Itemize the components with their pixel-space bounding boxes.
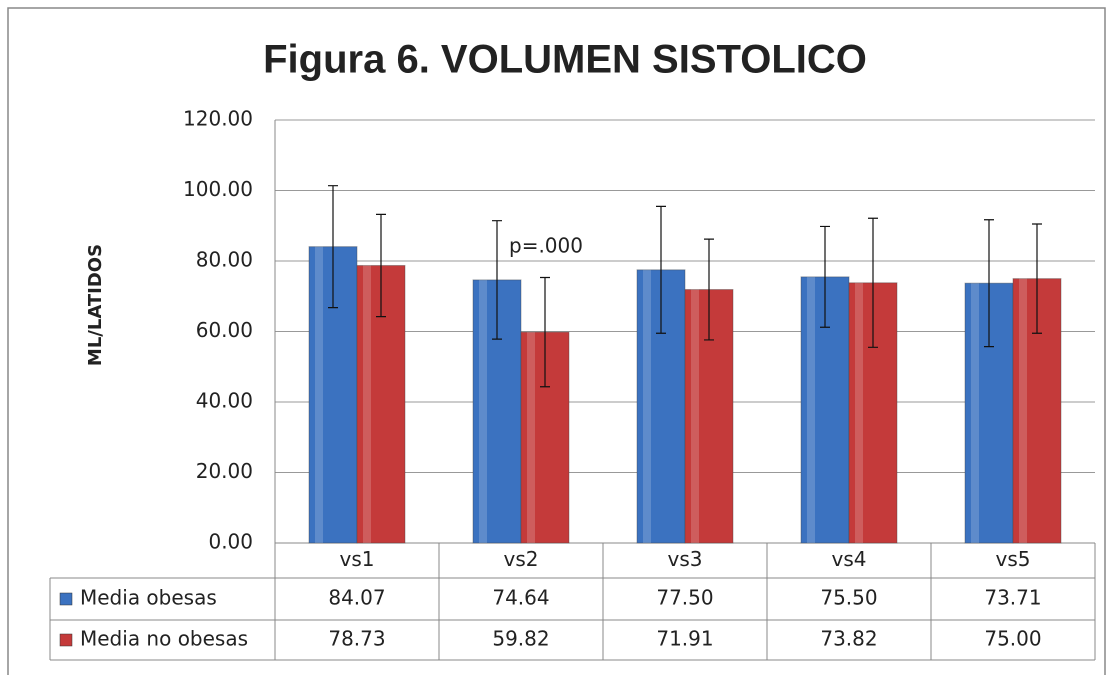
bar-shine	[479, 279, 487, 543]
table-value: 75.50	[820, 586, 877, 610]
chart-title: Figura 6. VOLUMEN SISTOLICO	[263, 38, 867, 82]
error-bar	[1032, 223, 1042, 334]
x-tick-label: vs3	[668, 547, 703, 571]
error-bar	[328, 185, 338, 309]
error-bar	[376, 213, 386, 318]
y-tick-label: 40.00	[196, 389, 253, 413]
error-bar	[820, 225, 830, 328]
error-bar	[984, 219, 994, 348]
table-value: 74.64	[492, 586, 549, 610]
y-axis-label: ML/LATIDOS	[85, 244, 106, 366]
x-tick-label: vs5	[996, 547, 1031, 571]
table-value: 59.82	[492, 627, 549, 651]
bar-shine	[315, 246, 323, 543]
x-tick-label: vs2	[504, 547, 539, 571]
error-bar	[868, 217, 878, 348]
bar-shine	[807, 276, 815, 543]
bar-shine	[855, 282, 863, 543]
x-tick-label: vs1	[340, 547, 375, 571]
table-value: 77.50	[656, 586, 713, 610]
bar-shine	[363, 265, 371, 543]
y-tick-label: 120.00	[183, 107, 253, 131]
y-tick-label: 20.00	[196, 459, 253, 483]
legend-swatch	[59, 592, 73, 606]
table-value: 84.07	[328, 586, 385, 610]
legend-swatch	[59, 633, 73, 647]
bar-shine	[691, 289, 699, 543]
legend-label: Media no obesas	[80, 627, 248, 651]
annotation: p=.000	[509, 233, 583, 257]
y-tick-label: 100.00	[183, 177, 253, 201]
legend-label: Media obesas	[80, 586, 217, 610]
table-value: 73.71	[984, 586, 1041, 610]
bar-shine	[643, 269, 651, 543]
bar-shine	[527, 332, 535, 543]
x-tick-label: vs4	[832, 547, 867, 571]
error-bar	[492, 220, 502, 340]
y-tick-label: 0.00	[208, 530, 253, 554]
bar-shine	[1019, 278, 1027, 543]
table-value: 78.73	[328, 627, 385, 651]
y-tick-label: 80.00	[196, 248, 253, 272]
error-bar	[704, 238, 714, 341]
table-value: 71.91	[656, 627, 713, 651]
table-value: 73.82	[820, 627, 877, 651]
error-bar	[540, 276, 550, 388]
error-bar	[656, 205, 666, 334]
bar-shine	[971, 283, 979, 543]
table-value: 75.00	[984, 627, 1041, 651]
y-tick-label: 60.00	[196, 318, 253, 342]
